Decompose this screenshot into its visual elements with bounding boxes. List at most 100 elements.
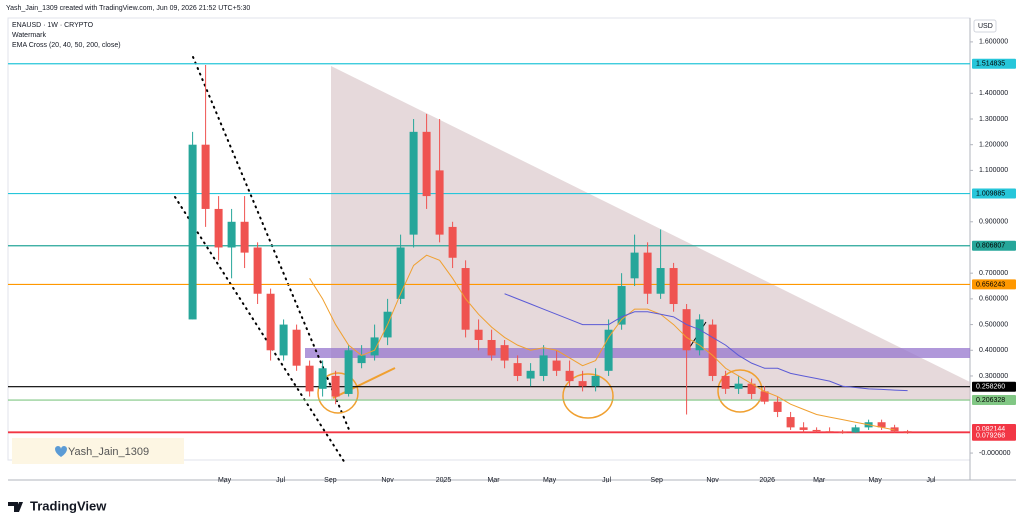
level-label-box — [972, 279, 1016, 290]
candle-body — [812, 429, 821, 432]
candle-body — [903, 431, 912, 433]
candle-body — [799, 427, 808, 430]
tv-logo — [8, 502, 23, 512]
candle-body — [370, 337, 379, 356]
y-tick-label: 1.200000 — [979, 142, 1008, 149]
level-label: 0.656243 — [976, 281, 1005, 288]
level-label: 0.079268 — [976, 433, 1005, 440]
candle-body — [526, 370, 535, 379]
candle-body — [630, 252, 639, 279]
candle-body — [669, 268, 678, 305]
candle-body — [578, 381, 587, 387]
candle-body — [409, 131, 418, 235]
candle-body — [721, 375, 730, 389]
candle-body — [825, 431, 834, 433]
y-tick-label: 0.900000 — [979, 219, 1008, 226]
x-tick-label: Nov — [706, 477, 719, 484]
x-tick-label: May — [868, 477, 882, 484]
candle-body — [591, 375, 600, 387]
indicator: Watermark — [12, 32, 46, 39]
y-tick-label: -0.000000 — [979, 450, 1011, 457]
ema-line — [309, 254, 895, 431]
candle-body — [188, 144, 197, 320]
x-tick-label: Jul — [927, 477, 936, 484]
x-tick-label: Sep — [324, 477, 337, 484]
candle-body — [279, 324, 288, 356]
candle-body — [604, 329, 613, 371]
x-tick-label: Jul — [276, 477, 285, 484]
level-label-box — [972, 395, 1016, 406]
indicator: EMA Cross (20, 40, 50, 200, close) — [12, 42, 121, 49]
candle-body — [318, 368, 327, 389]
candle-body — [734, 383, 743, 389]
dotted-trendline — [192, 56, 351, 433]
candle-body — [643, 252, 652, 294]
y-tick-label: 1.400000 — [979, 90, 1008, 97]
candle-body — [396, 247, 405, 299]
ema-line — [504, 293, 908, 392]
x-tick-label: May — [218, 477, 232, 484]
candle-body — [240, 221, 249, 253]
candle-body — [617, 286, 626, 325]
candle-body — [214, 208, 223, 248]
currency: USD — [978, 23, 993, 30]
y-tick-label: 0.600000 — [979, 296, 1008, 303]
y-tick-label: 0.300000 — [979, 373, 1008, 380]
level-label-box — [972, 240, 1016, 251]
level-label: 0.082144 — [976, 426, 1005, 433]
support-zone — [305, 348, 970, 358]
x-tick-label: Sep — [650, 477, 663, 484]
candle-body — [877, 422, 886, 428]
level-label-box — [972, 381, 1016, 392]
candle-body — [695, 319, 704, 351]
x-tick-label: 2025 — [436, 477, 452, 484]
dotted-trendline — [174, 196, 346, 464]
candle-body — [331, 375, 340, 397]
level-label: 0.206328 — [976, 397, 1005, 404]
level-label: 0.258260 — [976, 384, 1005, 391]
level-label-box — [972, 430, 1016, 441]
trendline — [332, 367, 396, 399]
candle-body — [682, 309, 691, 351]
candle-body — [890, 427, 899, 432]
currency-box — [973, 19, 997, 33]
candle-body — [552, 360, 561, 371]
data-layer — [8, 63, 970, 434]
candle-body — [487, 339, 496, 356]
level-label: 1.009885 — [976, 190, 1005, 197]
candle-body — [851, 427, 860, 433]
x-tick-label: 2026 — [759, 477, 775, 484]
candle-body — [474, 329, 483, 340]
y-tick-label: 1.300000 — [979, 116, 1008, 123]
highlight-circle — [317, 372, 359, 414]
candle-body — [435, 170, 444, 235]
candle-body — [357, 355, 366, 364]
level-label-box — [972, 58, 1016, 69]
x-tick-label: Mar — [488, 477, 501, 484]
candle-body — [760, 391, 769, 402]
y-tick-label: 0.700000 — [979, 270, 1008, 277]
candle-body — [227, 221, 236, 248]
candle-body — [448, 226, 457, 258]
level-label-box — [972, 188, 1016, 199]
candle-body — [539, 355, 548, 376]
triangle-pattern — [331, 66, 970, 400]
watermark-box — [12, 438, 184, 464]
candle-body — [292, 329, 301, 366]
candle-body — [266, 293, 275, 351]
credit: Yash_Jain_1309 created with TradingView.… — [6, 5, 250, 12]
level-label: 1.514835 — [976, 61, 1005, 68]
symbol: ENAUSD · 1W · CRYPTO — [12, 22, 94, 29]
candle-body — [201, 144, 210, 209]
candle-body — [708, 324, 717, 376]
brand: TradingView — [30, 498, 107, 513]
x-tick-label: Mar — [813, 477, 826, 484]
y-tick-label: 1.100000 — [979, 167, 1008, 174]
y-tick-label: 0.500000 — [979, 321, 1008, 328]
candle-body — [253, 247, 262, 294]
highlight-circle — [717, 369, 763, 413]
watermark: Yash_Jain_1309 — [68, 446, 149, 458]
candle-body — [422, 131, 431, 197]
x-tick-label: Nov — [381, 477, 394, 484]
